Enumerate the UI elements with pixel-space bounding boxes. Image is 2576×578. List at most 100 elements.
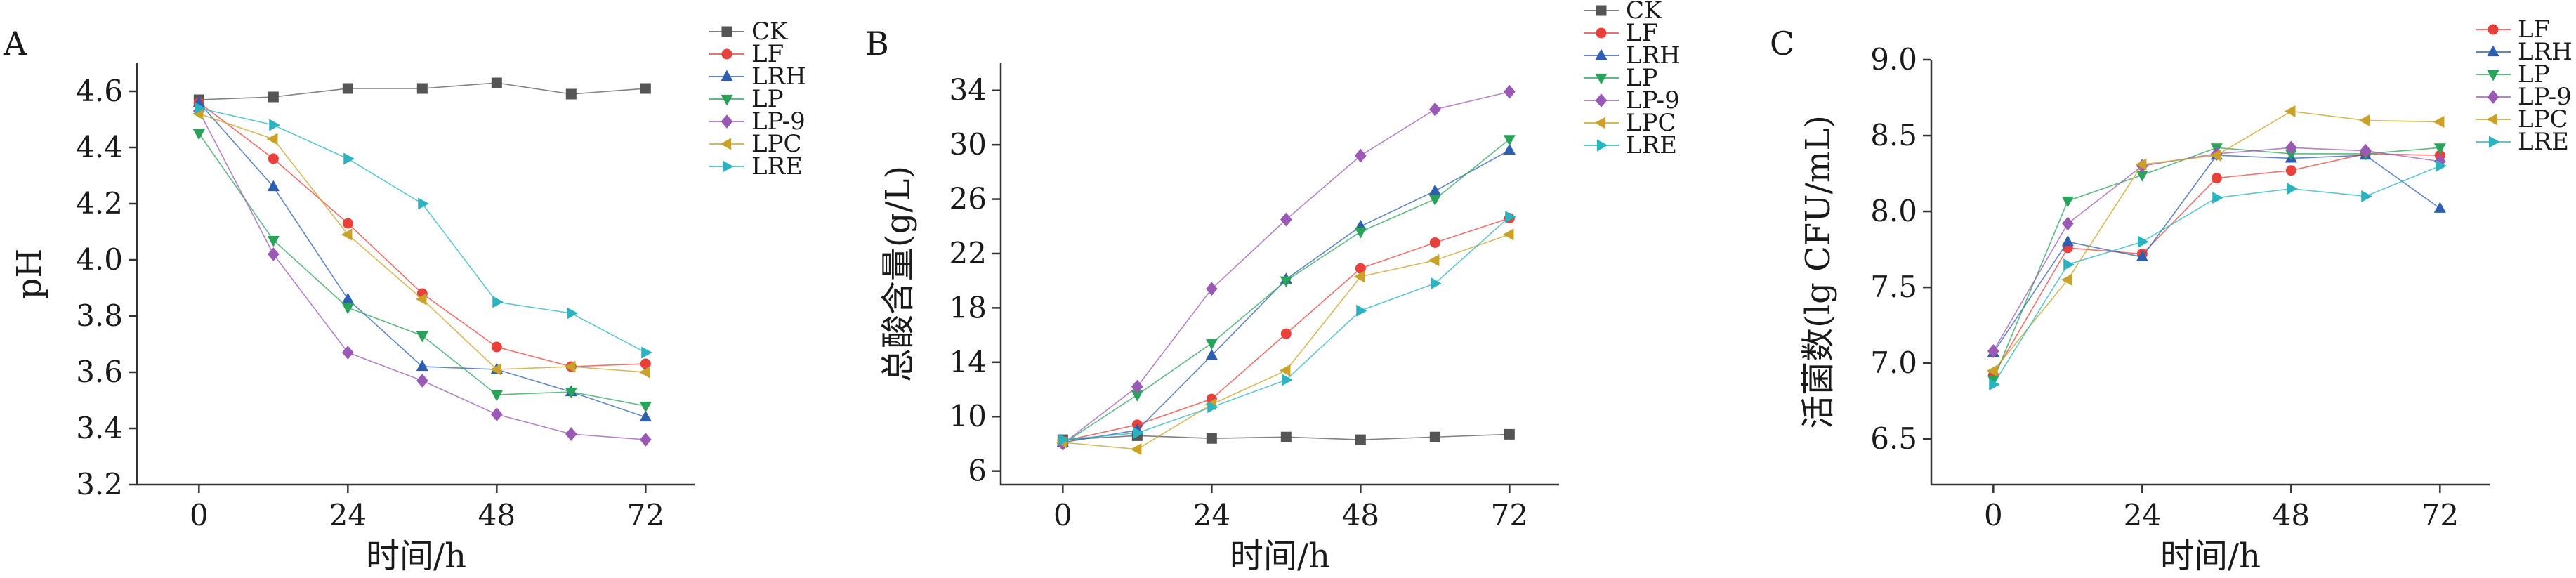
panel-a-series-ck-point xyxy=(268,91,279,103)
panel-a-series-ck-point xyxy=(342,83,353,94)
panel-a-series-ck-point xyxy=(640,83,651,94)
panel-a-series-lpc-point xyxy=(489,363,501,376)
panel-a-legend-label: LF xyxy=(751,40,784,68)
panel-b-letter: B xyxy=(865,25,889,63)
panel-c-xlabel: 时间/h xyxy=(2160,537,2261,576)
panel-c-legend-label: LP xyxy=(2518,60,2549,88)
panel-c-legend-marker xyxy=(2488,24,2499,35)
panel-a-series-lf-point xyxy=(342,218,353,229)
panel-b-legend-label: LRH xyxy=(1626,41,1681,70)
panel-c-ytick-label: 6.5 xyxy=(1870,421,1917,456)
panel-a-ytick-label: 3.8 xyxy=(76,298,123,333)
panel-b-axes xyxy=(999,63,1559,486)
panel-a-series-lp-9-point xyxy=(341,346,354,360)
panel-a-series-lp-point xyxy=(267,235,280,247)
panel-b-series-lp-9-line xyxy=(1062,91,1510,445)
panel-b-series-lre-point xyxy=(1058,433,1070,446)
panel-c-series-lre-point xyxy=(2361,190,2372,203)
panel-b-legend-label: LRE xyxy=(1626,131,1677,159)
panel-a-ytick-label: 4.6 xyxy=(76,74,123,108)
panel-b-ytick-label: 6 xyxy=(968,454,987,488)
panel-b-series-lp-point xyxy=(1280,276,1292,288)
panel-a-series-lpc-point xyxy=(266,133,278,145)
panel-c-series-lp-point xyxy=(2061,196,2074,208)
panel-b-series-lre-point xyxy=(1505,211,1516,223)
panel-b-series-ck-point xyxy=(1355,434,1366,445)
panel-a-series-lp-point xyxy=(565,387,577,399)
panel-c-xtick-label: 72 xyxy=(2421,498,2459,532)
panel-b-series-lp-point xyxy=(1428,195,1441,206)
panel-b-series-lpc-point xyxy=(1130,443,1142,456)
panel-a-series-lre xyxy=(195,102,652,359)
panel-c-xtick-label: 48 xyxy=(2273,498,2310,532)
panel-b-series-lre-point xyxy=(1282,374,1293,386)
panel-c-series-lf-line xyxy=(1992,153,2440,376)
panel-a-series-lpc-point xyxy=(638,366,650,379)
panel-a-series-lf-point xyxy=(268,153,279,164)
panel-b-legend-marker xyxy=(1596,139,1608,152)
panel-b-series-lp xyxy=(1056,135,1516,451)
panel-a-letter: A xyxy=(3,25,27,63)
panel-c: C 6.5 7.0 7.5 8.0 8.5 9.0 0 24 48 72 时间/h 活菌数(lg CFU… xyxy=(1770,15,2572,576)
panel-c-series-lre-point xyxy=(2436,159,2447,172)
panel-a-series-lp-point xyxy=(416,331,428,343)
panel-b-legend-marker xyxy=(1596,5,1607,16)
panel-c-legend-label: LPC xyxy=(2518,105,2568,133)
panel-b-legend-marker xyxy=(1595,48,1608,60)
panel-c-series-lf xyxy=(1987,148,2445,381)
panel-a-series-ck-point xyxy=(565,88,577,100)
panel-a-legend-label: LRE xyxy=(751,152,803,180)
panel-c-series-lpc-point xyxy=(2135,158,2147,171)
panel-a-legend-label: LRH xyxy=(751,63,806,91)
panel-b-series-lp-point xyxy=(1354,227,1367,239)
panel-a-xtick-label: 24 xyxy=(329,498,367,532)
panel-a-series-lre-point xyxy=(567,307,578,320)
panel-c-ytick-label: 8.5 xyxy=(1870,118,1917,152)
panel-c-legend-marker xyxy=(2487,70,2499,81)
panel-a-series-lre-point xyxy=(343,152,355,165)
panel-c-legend-marker xyxy=(2487,90,2499,104)
panel-a-series-lrh-point xyxy=(341,292,354,304)
panel-b-series-lre xyxy=(1058,211,1516,446)
panel-c-series-lp-9-point xyxy=(2285,140,2297,155)
panel-c-axes xyxy=(1930,60,2490,486)
panel-b-series-lpc-line xyxy=(1063,234,1510,450)
panel-c-series-lpc-point xyxy=(2358,114,2370,126)
panel-a-series-lre-point xyxy=(195,102,206,114)
panel-a-series-lp-9 xyxy=(192,104,652,447)
panel-c-letter: C xyxy=(1770,25,1794,63)
panel-b-ytick-label: 26 xyxy=(949,182,987,216)
panel-a-series-lrh-point xyxy=(267,180,280,192)
panel-b-ytick-label: 18 xyxy=(949,290,987,324)
panel-a-series-lre-point xyxy=(492,296,504,308)
panel-c-series-lpc-point xyxy=(2061,273,2072,286)
panel-a-series-lp xyxy=(192,129,652,413)
panel-a-series-lrh-point xyxy=(639,410,652,422)
panel-b-series-lre-point xyxy=(1133,426,1144,439)
panel-b-series-lp-9-point xyxy=(1205,282,1218,296)
panel-c-legend-marker xyxy=(2487,45,2499,57)
panel-b-legend-label: LF xyxy=(1626,19,1658,47)
panel-b-ytick-label: 10 xyxy=(949,399,987,433)
panel-c-series-lre-point xyxy=(2138,235,2149,248)
panel-a-legend-label: LPC xyxy=(751,130,801,158)
panel-b-series-ck-point xyxy=(1280,431,1292,442)
panel-b-series-lpc-point xyxy=(1502,228,1514,241)
panel-c-legend-marker xyxy=(2488,136,2500,148)
panel-c-series-lpc-point xyxy=(1986,364,1998,377)
panel-c-series-lpc xyxy=(1986,105,2445,377)
panel-b-series-lp-9-point xyxy=(1280,212,1292,227)
panel-b-series-lrh-line xyxy=(1063,150,1510,443)
panel-b-series-lrh-point xyxy=(1503,143,1516,155)
panel-a-series-lp-9-point xyxy=(267,247,280,261)
panel-a-series-lpc-point xyxy=(415,293,427,306)
panel-a-legend-marker xyxy=(721,114,733,129)
panel-b-series-lp-9-point xyxy=(1354,148,1367,163)
panel-b: B 6 10 14 18 22 26 30 34 0 24 48 72 时间/h 总酸含量(g/L) CKLF… xyxy=(865,0,1681,576)
panel-a-series-lp-9-point xyxy=(639,433,652,447)
panel-c-series-lrh-point xyxy=(2061,235,2074,247)
panel-b-legend-label: LP xyxy=(1626,64,1657,92)
panel-a-series-lre-point xyxy=(269,119,280,131)
